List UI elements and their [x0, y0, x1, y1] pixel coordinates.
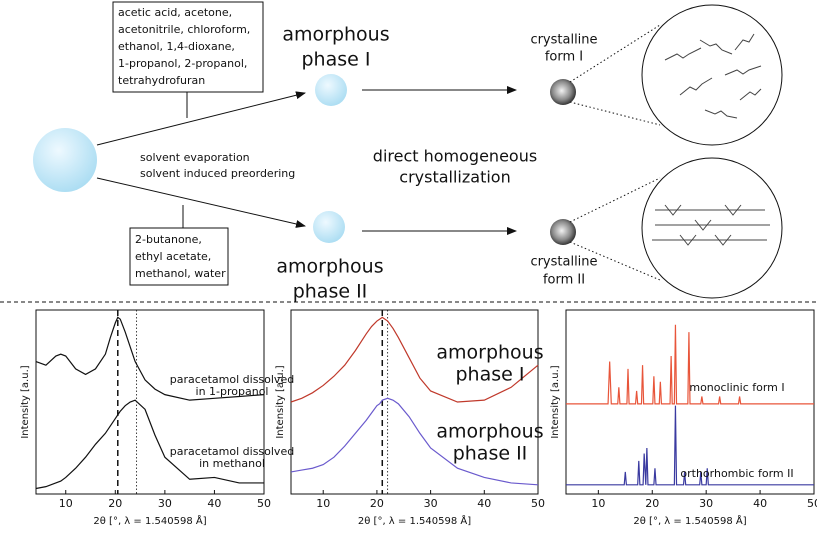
x-tick-label: 30	[158, 497, 172, 510]
x-axis-label: 2θ [°, λ = 1.540598 Å]	[93, 514, 206, 527]
solvent-list: 1-propanol, 2-propanol,	[118, 57, 247, 70]
molecules	[652, 33, 770, 246]
x-tick-label: 20	[108, 497, 122, 510]
amorphous-sphere	[313, 211, 345, 243]
form-label: form II	[543, 273, 585, 288]
pattern-label: monoclinic form I	[689, 381, 784, 394]
process-label: solvent induced preordering	[140, 167, 295, 180]
pattern-label: paracetamol dissolved	[170, 445, 294, 458]
form-label: crystalline	[530, 255, 597, 270]
solvent-list: methanol, water	[135, 267, 226, 280]
y-axis-label: Intensity [a.u.]	[275, 365, 286, 438]
pattern-label: in methanol	[199, 457, 265, 470]
charts: 10 20 30 40 50 2θ [°, λ = 1.540598 Å] Intensit…	[20, 309, 817, 527]
x-tick-label: 40	[207, 497, 221, 510]
x-tick-label: 40	[753, 497, 767, 510]
xrd-pattern	[35, 316, 265, 401]
solution-sphere	[33, 128, 97, 192]
x-axis-label: 2θ [°, λ = 1.540598 Å]	[358, 514, 471, 527]
pattern-label: phase II	[453, 443, 528, 465]
xrd-pattern	[566, 324, 814, 405]
schematic	[0, 1, 817, 303]
x-tick-label: 10	[591, 497, 605, 510]
phase-label: phase II	[293, 281, 368, 303]
form-label: crystalline	[530, 33, 597, 48]
solvent-list: tetrahydrofuran	[118, 74, 205, 87]
phase-label: amorphous	[282, 24, 389, 46]
process-label: direct homogeneous	[373, 147, 537, 166]
arrow	[96, 177, 306, 228]
solvent-list: 2-butanone,	[135, 233, 202, 246]
solvent-list: ethyl acetate,	[135, 250, 211, 263]
pattern-label: phase I	[456, 364, 525, 386]
phase-label: amorphous	[276, 256, 383, 278]
zoom-circle	[641, 4, 783, 146]
form-label: form I	[545, 50, 583, 65]
crystal	[550, 219, 576, 245]
zoom-circle	[641, 157, 783, 299]
x-axis-label: 2θ [°, λ = 1.540598 Å]	[633, 514, 746, 527]
arrow	[96, 91, 306, 146]
x-tick-label: 10	[59, 497, 73, 510]
schematic-labels: acetic acid, acetone, acetonitrile, chlor…	[118, 6, 598, 303]
x-tick-label: 10	[316, 497, 330, 510]
solvent-box	[129, 227, 229, 286]
pattern-label: amorphous	[436, 421, 543, 443]
x-tick-label: 30	[699, 497, 713, 510]
x-tick-label: 20	[645, 497, 659, 510]
solvent-list: acetonitrile, chloroform,	[118, 23, 250, 36]
process-label: crystallization	[399, 168, 510, 187]
xrd-pattern	[290, 397, 539, 486]
phase-label: phase I	[302, 49, 371, 71]
x-tick-label: 50	[257, 497, 271, 510]
y-axis-label: Intensity [a.u.]	[20, 365, 31, 438]
plot-frame	[35, 309, 265, 495]
xrd-pattern	[566, 405, 814, 486]
y-axis-label: Intensity [a.u.]	[550, 365, 561, 438]
plot-frame	[290, 309, 539, 495]
plot-frame	[565, 309, 815, 495]
process-label: solvent evaporation	[140, 151, 250, 164]
pattern-label: paracetamol dissolved	[170, 373, 294, 386]
xrd-pattern	[290, 316, 539, 403]
crystal	[550, 79, 576, 105]
pattern-label: orthorhombic form II	[680, 467, 793, 480]
x-tick-label: 30	[424, 497, 438, 510]
pattern-label: amorphous	[436, 342, 543, 364]
zoom-lines	[569, 24, 661, 281]
solvent-list: ethanol, 1,4-dioxane,	[118, 40, 235, 53]
amorphous-sphere	[315, 74, 347, 106]
x-tick-label: 40	[477, 497, 491, 510]
solvent-list: acetic acid, acetone,	[118, 6, 232, 19]
pattern-label: in 1-propanol	[196, 385, 269, 398]
x-tick-label: 50	[807, 497, 817, 510]
xrd-pattern	[35, 399, 264, 490]
x-tick-label: 50	[531, 497, 545, 510]
x-tick-label: 20	[370, 497, 384, 510]
solvent-box	[112, 1, 264, 93]
